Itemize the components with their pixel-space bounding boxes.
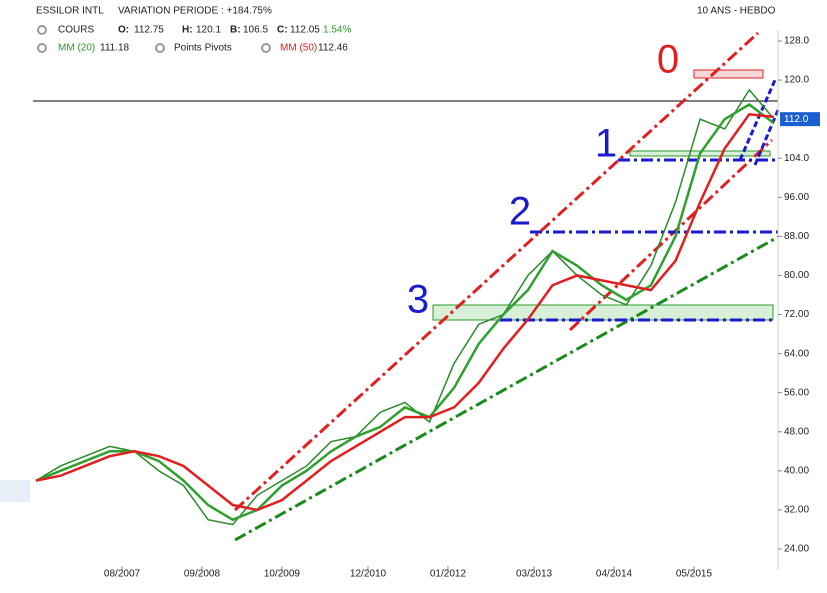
x-tick-label: 10/2009	[264, 569, 301, 580]
x-tick-label: 01/2012	[430, 569, 467, 580]
period: 10 ANS - HEBDO	[697, 6, 776, 17]
series-line	[35, 112, 775, 512]
y-tick-label: 32.00	[784, 505, 809, 516]
close-label: C:	[277, 25, 288, 36]
change: 1.54%	[323, 25, 351, 36]
x-tick-label: 08/2007	[104, 569, 141, 580]
legend-ma50: MM (50)	[280, 43, 317, 54]
gear-icon[interactable]	[37, 25, 47, 35]
side-band	[0, 480, 30, 502]
low-label: B:	[230, 25, 241, 36]
open: 112.75	[134, 25, 164, 36]
legend-cours: COURS	[58, 25, 94, 36]
series-line	[35, 102, 775, 522]
y-tick-label: 96.00	[784, 192, 809, 203]
y-tick-label: 128.0	[784, 36, 809, 47]
open-label: O:	[118, 25, 129, 36]
y-tick-label: 48.00	[784, 426, 809, 437]
channel-line	[738, 79, 777, 161]
y-tick-label: 104.0	[784, 153, 809, 164]
trend-line	[234, 235, 779, 542]
x-tick-label: 12/2010	[350, 569, 387, 580]
close: 112.05	[290, 25, 320, 36]
series-line	[35, 88, 775, 526]
y-tick-label: 64.00	[784, 348, 809, 359]
price-tag	[780, 112, 820, 127]
annotation: 3	[407, 278, 429, 322]
high: 120.1	[196, 25, 221, 36]
channel-line	[753, 109, 780, 166]
y-tick-label: 24.00	[784, 544, 809, 555]
y-tick-label: 40.00	[784, 465, 809, 476]
gear-icon[interactable]	[155, 43, 165, 53]
variation: VARIATION PERIODE : +184.75%	[118, 6, 272, 17]
high-label: H:	[182, 25, 193, 36]
trend-line	[568, 138, 774, 332]
y-tick-label: 80.00	[784, 270, 809, 281]
pivots: Points Pivots	[174, 43, 232, 54]
price-tag-label: 112.0	[784, 114, 809, 125]
y-tick-label: 56.00	[784, 387, 809, 398]
y-tick-label: 88.00	[784, 231, 809, 242]
ma50-last: 112.46	[318, 43, 348, 54]
trend-line	[233, 31, 760, 512]
y-tick-label: 72.00	[784, 309, 809, 320]
annotation: 0	[657, 38, 679, 82]
annotation: 2	[509, 190, 531, 234]
x-tick-label: 04/2014	[596, 569, 633, 580]
x-tick-label: 05/2015	[676, 569, 713, 580]
gear-icon[interactable]	[37, 43, 47, 53]
legend-ma20: MM (20)	[58, 43, 95, 54]
x-tick-label: 09/2008	[184, 569, 221, 580]
resistance-zone	[693, 69, 764, 79]
annotation: 1	[595, 122, 617, 166]
y-tick-label: 120.0	[784, 75, 809, 86]
support-zone	[432, 304, 774, 321]
low: 106.5	[243, 25, 268, 36]
ma20-last: 111.18	[100, 43, 130, 54]
stock-name: ESSILOR INTL	[36, 6, 104, 17]
gear-icon[interactable]	[261, 43, 271, 53]
x-tick-label: 03/2013	[516, 569, 553, 580]
